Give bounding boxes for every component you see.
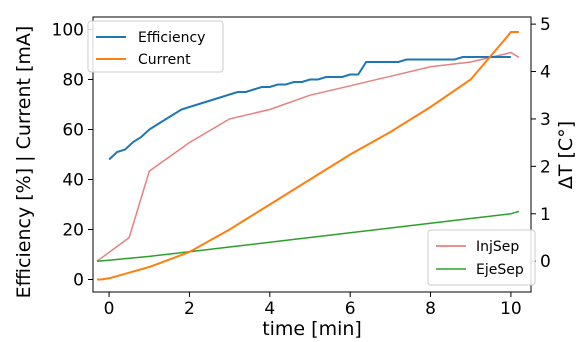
legend-injsep-label: InjSep <box>476 239 519 255</box>
x-tick-label: 2 <box>184 299 195 319</box>
y-left-tick-label: 100 <box>52 21 84 41</box>
plot-frame <box>92 16 532 293</box>
legend-current-label: Current <box>138 52 191 68</box>
y-right-tick-label: 3 <box>540 110 551 130</box>
y-left-tick-label: 0 <box>73 271 84 291</box>
y-left-tick-label: 80 <box>62 71 84 91</box>
legend-bottom-frame <box>427 229 536 286</box>
series-line-injsep <box>96 51 520 262</box>
y-right-tick-label: 0 <box>540 252 551 272</box>
y-left-tick-label: 40 <box>62 171 84 191</box>
legend-bottom: InjSep EjeSep <box>427 229 536 286</box>
legend-ejesep-label: EjeSep <box>476 262 524 278</box>
legend-top: Efficiency Current <box>87 20 224 73</box>
legend-efficiency-label: Efficiency <box>138 30 205 46</box>
y-left-tick-label: 20 <box>62 221 84 241</box>
y-left-tick-label: 60 <box>62 121 84 141</box>
y-right-tick-label: 4 <box>540 63 551 83</box>
x-tick-label: 10 <box>500 299 522 319</box>
series-line-ejesep <box>96 210 520 262</box>
x-tick-label: 0 <box>104 299 115 319</box>
y-left-axis: 0 20 40 60 80 100 <box>52 21 93 291</box>
y-right-tick-label: 2 <box>540 157 551 177</box>
y-right-tick-label: 5 <box>540 15 551 35</box>
y-left-axis-label: Efficiency [%] | Current [mA] <box>13 26 35 299</box>
series-layer <box>96 31 520 281</box>
series-line-current <box>97 31 519 281</box>
x-tick-label: 6 <box>345 299 356 319</box>
x-tick-label: 4 <box>264 299 275 319</box>
series-line-efficiency <box>108 56 511 161</box>
y-right-tick-label: 1 <box>540 205 551 225</box>
x-axis-label: time [min] <box>262 318 362 340</box>
x-tick-label: 8 <box>425 299 436 319</box>
y-right-axis-label: ΔT [C°] <box>555 121 577 189</box>
x-axis: 0 2 4 6 8 10 <box>104 292 522 319</box>
